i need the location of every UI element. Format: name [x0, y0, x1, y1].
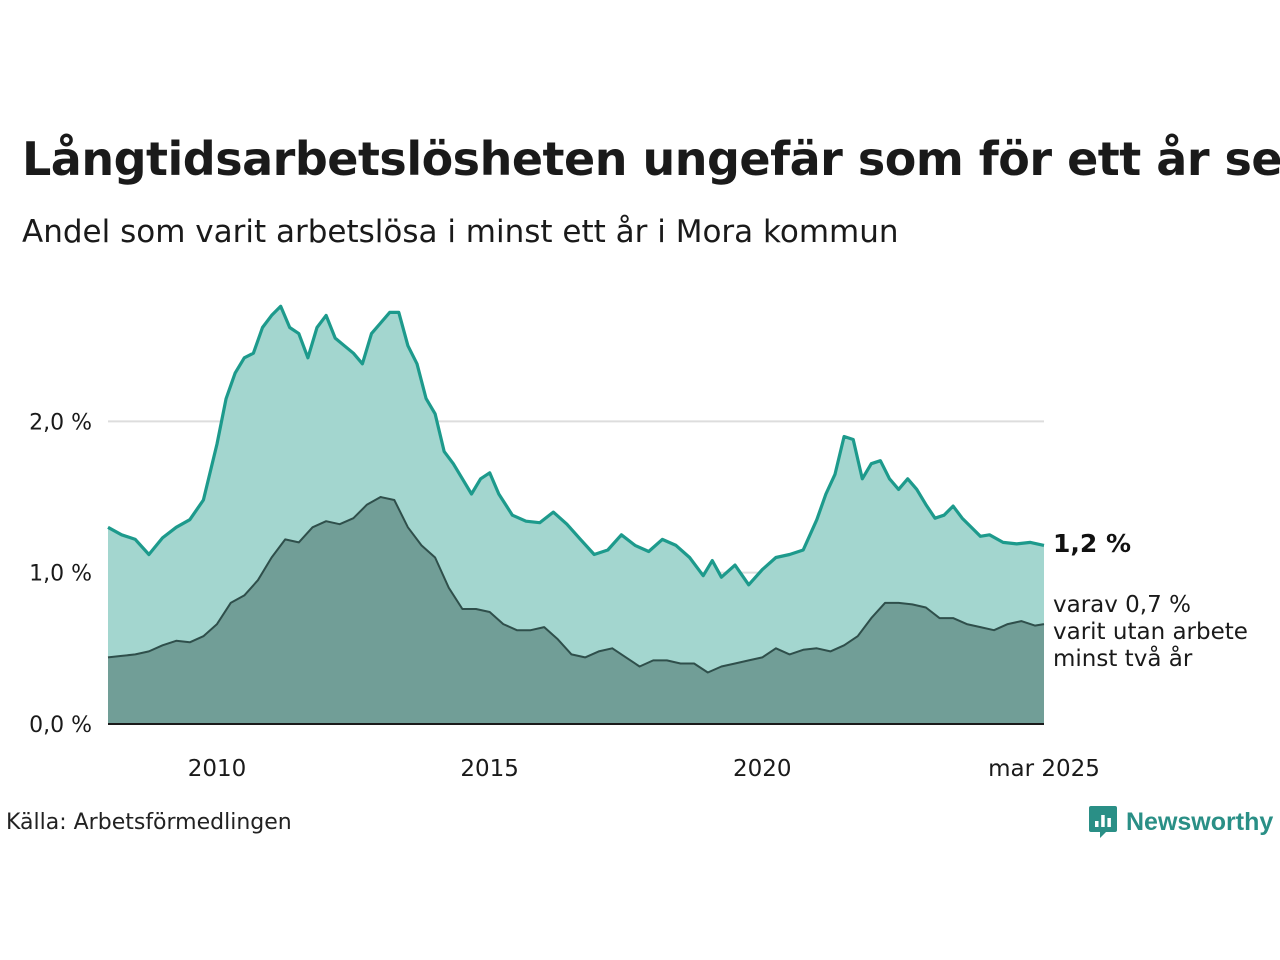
sub-line: [107, 496, 1045, 674]
axis-layer: 0,0 % 1,0 % 2,0 % 2010 2015 2020 mar 2025: [29, 410, 1100, 782]
chart-title: Långtidsarbetslösheten ungefär som för e…: [22, 132, 1280, 186]
x-tick-label-1: 2015: [460, 756, 519, 782]
source-note: Källa: Arbetsförmedlingen: [6, 810, 292, 835]
y-tick-label-2: 2,0 %: [29, 410, 92, 435]
y-tick-label-1: 1,0 %: [29, 562, 92, 587]
end-label-sub-line-1: varav 0,7 %: [1053, 592, 1191, 618]
end-label-total: 1,2 %: [1053, 529, 1131, 558]
chart-subtitle: Andel som varit arbetslösa i minst ett å…: [22, 214, 899, 250]
newsworthy-logo-icon: [1089, 806, 1117, 838]
newsworthy-logo: Newsworthy: [1088, 804, 1273, 840]
sub-area: [108, 497, 1044, 724]
area-layer: [107, 304, 1045, 724]
x-tick-label-3: mar 2025: [988, 756, 1100, 782]
total-line: [107, 304, 1045, 587]
end-label-sub-line-3: minst två år: [1053, 644, 1193, 672]
x-tick-label-2: 2020: [733, 756, 792, 782]
y-tick-label-0: 0,0 %: [29, 713, 92, 738]
newsworthy-wordmark: Newsworthy: [1126, 807, 1274, 836]
x-tick-label-0: 2010: [188, 756, 247, 782]
end-label-sub-line-2: varit utan arbete: [1053, 619, 1248, 645]
